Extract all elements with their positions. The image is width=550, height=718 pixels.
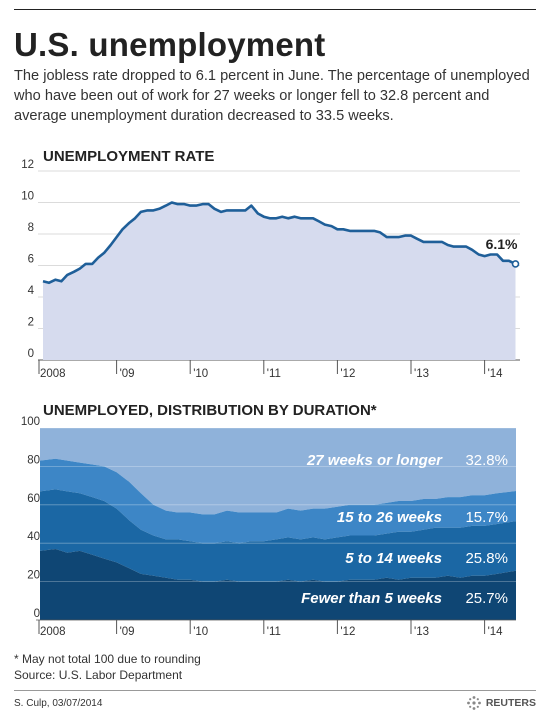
duration-y-tick: 40 [27,531,40,543]
rate-y-tick: 10 [21,191,34,203]
rate-chart: 0 2 4 6 8 10 12 6.1% 2008 '09 '10 '11 '12 '13 '14 [21,159,520,380]
band-label-5-to-14-weeks: 5 to 14 weeks [345,550,442,567]
source-note: Source: U.S. Labor Department [14,668,183,682]
band-27-weeks-or-longer [40,428,516,515]
rate-x-tick: '12 [340,368,355,380]
band-label-27-weeks-or-longer: 27 weeks or longer [306,452,443,469]
band-label-fewer-than-5-weeks: Fewer than 5 weeks [301,590,442,607]
band-15-to-26-weeks [40,458,516,544]
rate-y-tick: 4 [28,285,35,297]
rate-x-tick: '13 [414,368,429,380]
rate-x-tick: '09 [120,368,135,380]
rate-area [43,202,516,360]
rate-y-tick: 6 [28,254,34,266]
rate-annotation: 6.1% [486,236,518,252]
credit-line: S. Culp, 03/07/2014 [14,698,103,709]
band-value-fewer-than-5-weeks: 25.7% [465,590,508,607]
duration-x-tick: '10 [193,626,208,638]
reuters-logo: REUTERS [466,695,536,711]
rate-x-tick: 2008 [40,368,66,380]
footnote: * May not total 100 due to rounding [14,652,201,666]
band-value-5-to-14-weeks: 25.8% [465,550,508,567]
rate-last-point [511,260,520,268]
rate-y-tick: 12 [21,159,34,171]
rate-x-tick: '11 [267,368,281,380]
band-label-15-to-26-weeks: 15 to 26 weeks [337,509,442,526]
band-value-15-to-26-weeks: 15.7% [465,509,508,526]
duration-x-tick: '12 [340,626,355,638]
rate-x-tick: '14 [488,368,504,380]
rate-y-tick: 0 [28,348,34,360]
duration-y-tick: 100 [21,416,40,428]
duration-x-tick: '11 [267,626,281,638]
rate-chart-title: UNEMPLOYMENT RATE [43,148,215,165]
band-fewer-than-5-weeks [40,549,516,620]
duration-x-tick: 2008 [40,626,66,638]
page-title: U.S. unemployment [14,26,326,63]
duration-chart: 0 20 40 60 80 100 27 weeks or longer 32.8% 15 to… [21,416,516,638]
reuters-dots-icon [466,696,481,710]
duration-chart-title: UNEMPLOYED, DISTRIBUTION BY DURATION* [43,402,377,419]
duration-y-tick: 20 [27,570,40,582]
bottom-rule [14,690,536,691]
page-subtitle: The jobless rate dropped to 6.1 percent … [14,68,530,124]
top-rule [14,9,536,10]
duration-x-tick: '09 [120,626,135,638]
rate-x-tick: '10 [193,368,208,380]
duration-x-tick: '13 [414,626,429,638]
duration-y-tick: 60 [27,493,40,505]
duration-y-tick: 0 [34,608,40,620]
band-5-to-14-weeks [40,489,516,582]
reuters-wordmark: REUTERS [485,697,536,709]
duration-y-tick: 80 [27,454,40,466]
rate-line [42,201,517,285]
band-value-27-weeks-or-longer: 32.8% [465,452,508,469]
duration-x-tick: '14 [488,626,504,638]
rate-y-tick: 2 [28,317,34,329]
rate-y-tick: 8 [28,222,34,234]
